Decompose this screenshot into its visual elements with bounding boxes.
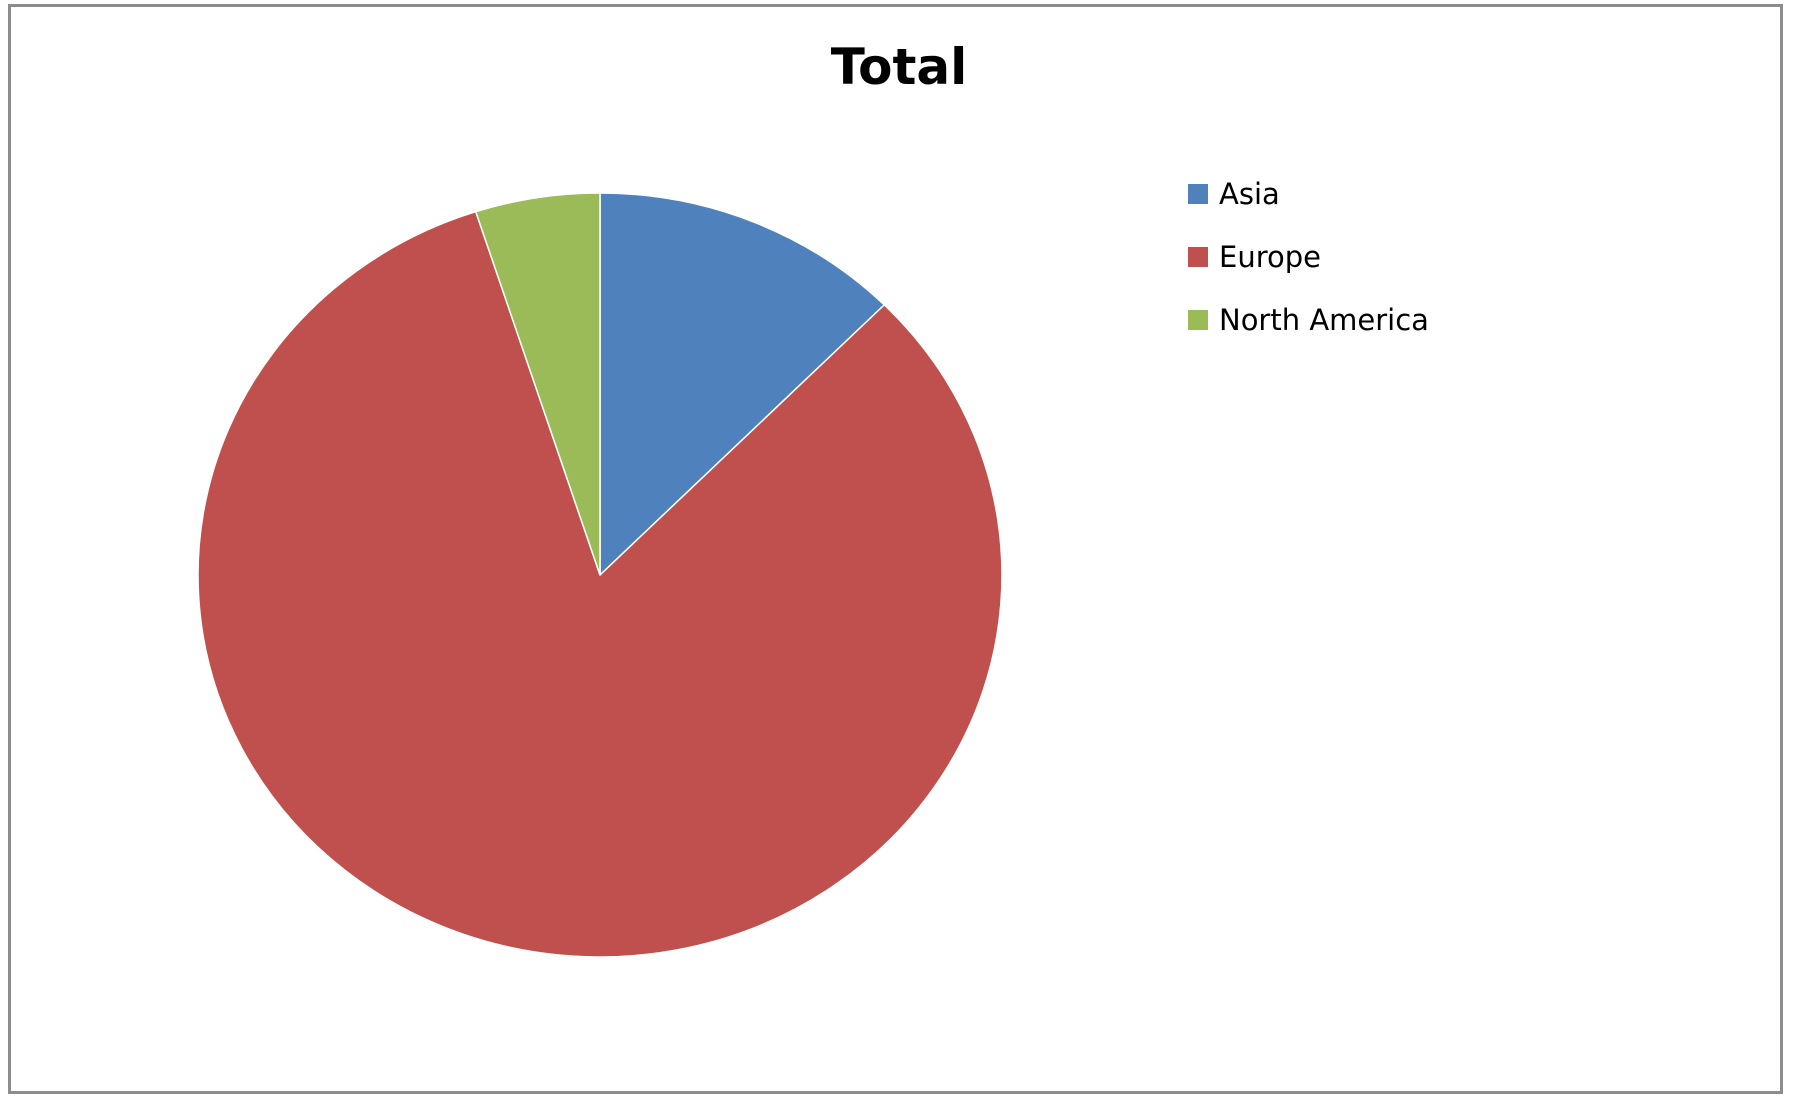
legend-label-asia: Asia <box>1219 176 1280 211</box>
pie-slices <box>197 192 1003 958</box>
pie-slice-asia <box>599 192 886 576</box>
pie-slice-europe <box>197 210 1003 958</box>
legend: Asia Europe North America <box>1188 162 1429 351</box>
legend-item-north-america: North America <box>1188 288 1429 351</box>
chart-title: Total <box>830 38 968 96</box>
pie-slice-north-america <box>475 192 601 576</box>
legend-swatch-north-america <box>1188 309 1208 330</box>
legend-swatch-europe <box>1188 246 1208 267</box>
legend-label-north-america: North America <box>1219 302 1429 337</box>
legend-swatch-asia <box>1188 183 1208 204</box>
legend-item-asia: Asia <box>1188 162 1429 225</box>
legend-item-europe: Europe <box>1188 225 1429 288</box>
legend-label-europe: Europe <box>1219 239 1321 274</box>
